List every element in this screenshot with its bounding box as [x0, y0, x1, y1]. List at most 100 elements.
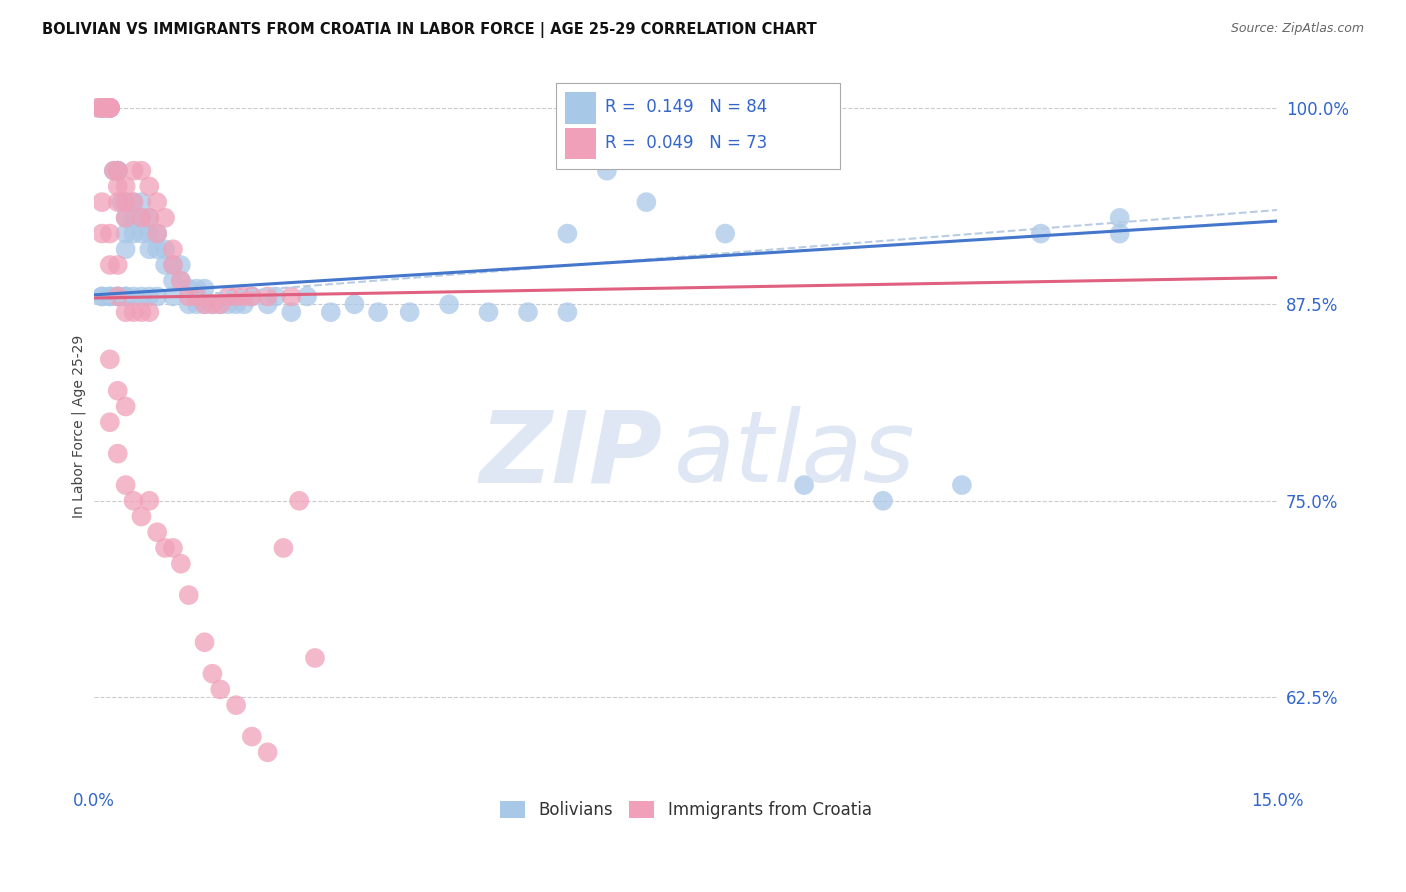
- Point: [131, 305, 153, 319]
- Point: [131, 211, 153, 225]
- Point: [114, 305, 136, 319]
- Point: [98, 415, 121, 429]
- Point: [170, 258, 193, 272]
- Point: [107, 289, 129, 303]
- Point: [107, 384, 129, 398]
- Point: [91, 227, 114, 241]
- Point: [162, 289, 184, 303]
- Point: [186, 289, 208, 303]
- Point: [1108, 227, 1130, 241]
- Point: [256, 745, 278, 759]
- Point: [793, 478, 815, 492]
- Point: [107, 163, 129, 178]
- Point: [107, 447, 129, 461]
- Point: [122, 195, 145, 210]
- Point: [225, 289, 247, 303]
- Point: [122, 195, 145, 210]
- Point: [177, 289, 200, 303]
- Text: Source: ZipAtlas.com: Source: ZipAtlas.com: [1230, 22, 1364, 36]
- Point: [596, 163, 619, 178]
- Point: [557, 305, 579, 319]
- Point: [233, 297, 256, 311]
- Point: [153, 211, 176, 225]
- Point: [138, 227, 160, 241]
- Point: [193, 282, 215, 296]
- Point: [114, 195, 136, 210]
- Point: [398, 305, 420, 319]
- Point: [98, 352, 121, 367]
- Point: [107, 163, 129, 178]
- Point: [91, 101, 114, 115]
- Point: [98, 258, 121, 272]
- Point: [240, 289, 263, 303]
- Point: [107, 258, 129, 272]
- Point: [186, 297, 208, 311]
- FancyBboxPatch shape: [565, 128, 596, 160]
- Point: [111, 195, 134, 210]
- Point: [122, 289, 145, 303]
- Point: [201, 297, 224, 311]
- Point: [114, 195, 136, 210]
- Point: [98, 101, 121, 115]
- Point: [91, 101, 114, 115]
- Point: [98, 101, 121, 115]
- Point: [91, 101, 114, 115]
- Point: [193, 297, 215, 311]
- Point: [114, 211, 136, 225]
- Point: [209, 297, 232, 311]
- Point: [256, 289, 278, 303]
- Point: [162, 541, 184, 555]
- Point: [319, 305, 342, 319]
- Point: [146, 289, 169, 303]
- Point: [201, 297, 224, 311]
- Point: [114, 179, 136, 194]
- Point: [240, 730, 263, 744]
- FancyBboxPatch shape: [555, 83, 839, 169]
- Text: R =  0.149   N = 84: R = 0.149 N = 84: [606, 98, 768, 116]
- Point: [114, 289, 136, 303]
- Point: [209, 682, 232, 697]
- Point: [146, 227, 169, 241]
- Point: [91, 289, 114, 303]
- Point: [131, 195, 153, 210]
- Point: [304, 651, 326, 665]
- Point: [103, 163, 125, 178]
- Point: [240, 289, 263, 303]
- Text: atlas: atlas: [673, 406, 915, 503]
- Point: [138, 211, 160, 225]
- Point: [138, 305, 160, 319]
- Point: [122, 211, 145, 225]
- Point: [280, 305, 302, 319]
- Point: [91, 289, 114, 303]
- Text: BOLIVIAN VS IMMIGRANTS FROM CROATIA IN LABOR FORCE | AGE 25-29 CORRELATION CHART: BOLIVIAN VS IMMIGRANTS FROM CROATIA IN L…: [42, 22, 817, 38]
- Point: [295, 289, 318, 303]
- Point: [146, 242, 169, 256]
- Point: [122, 305, 145, 319]
- Point: [162, 258, 184, 272]
- Point: [209, 297, 232, 311]
- Point: [114, 211, 136, 225]
- Point: [87, 101, 110, 115]
- Point: [201, 666, 224, 681]
- Point: [162, 274, 184, 288]
- Point: [477, 305, 499, 319]
- Point: [107, 289, 129, 303]
- Point: [225, 698, 247, 713]
- Point: [264, 289, 287, 303]
- Point: [93, 101, 115, 115]
- Point: [162, 242, 184, 256]
- Point: [107, 179, 129, 194]
- Point: [636, 195, 658, 210]
- Point: [146, 525, 169, 540]
- Point: [114, 478, 136, 492]
- Point: [131, 289, 153, 303]
- Point: [138, 289, 160, 303]
- Point: [87, 101, 110, 115]
- Point: [98, 101, 121, 115]
- Point: [98, 289, 121, 303]
- Point: [107, 163, 129, 178]
- Point: [114, 227, 136, 241]
- Point: [437, 297, 460, 311]
- Point: [91, 195, 114, 210]
- Text: R =  0.049   N = 73: R = 0.049 N = 73: [606, 134, 768, 152]
